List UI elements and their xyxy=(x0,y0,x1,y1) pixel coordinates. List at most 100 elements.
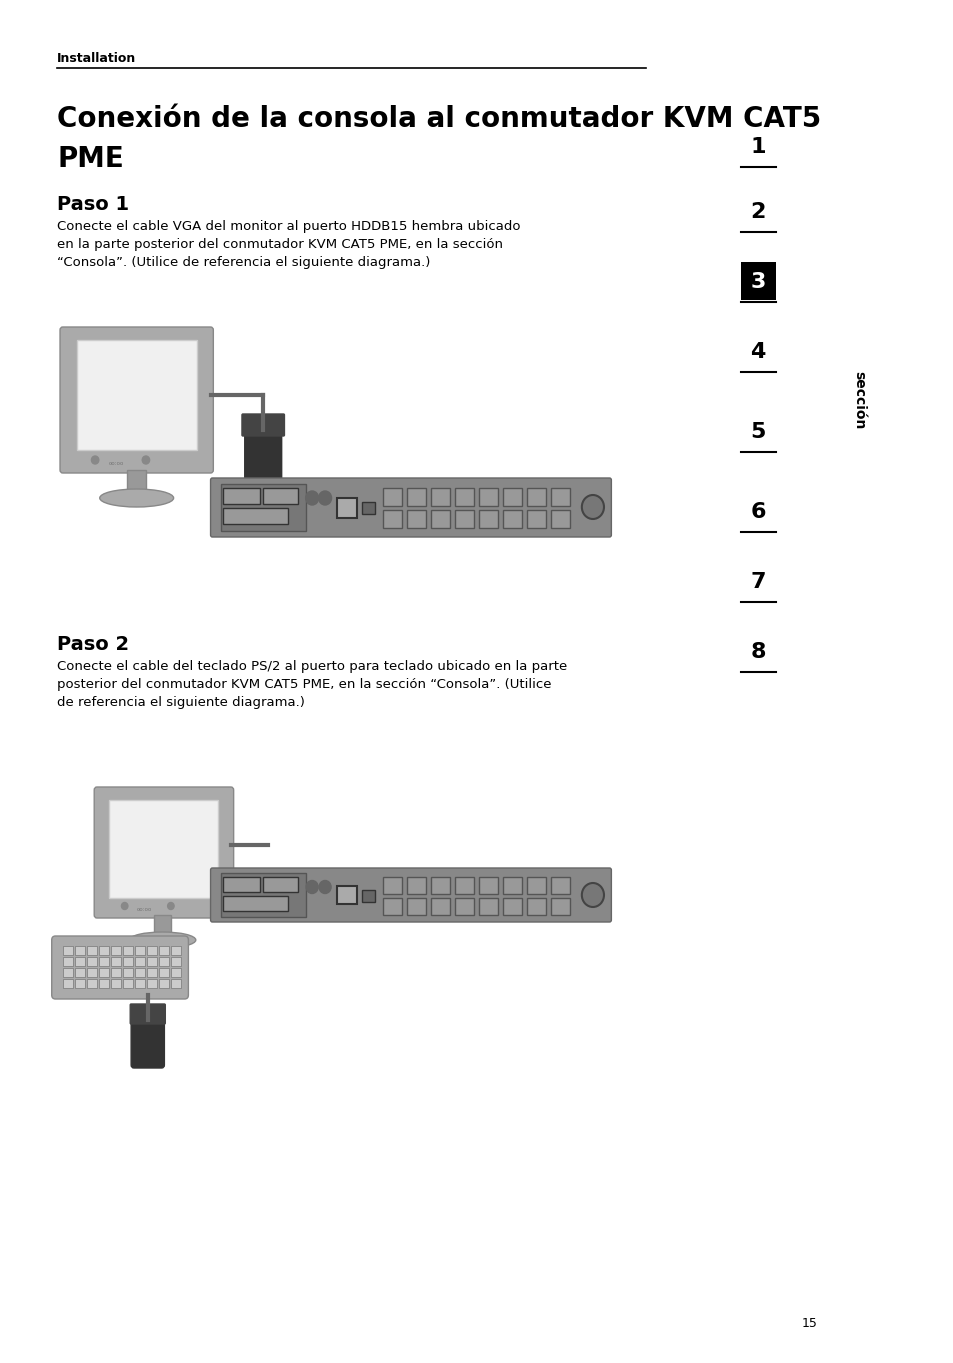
FancyBboxPatch shape xyxy=(383,510,401,527)
Ellipse shape xyxy=(130,932,195,949)
Bar xyxy=(76,339,196,450)
Bar xyxy=(171,968,181,977)
Bar xyxy=(128,470,146,491)
Text: oo:oo: oo:oo xyxy=(136,906,152,912)
Bar xyxy=(171,957,181,966)
FancyBboxPatch shape xyxy=(336,497,357,518)
FancyBboxPatch shape xyxy=(478,876,497,894)
FancyBboxPatch shape xyxy=(455,876,474,894)
FancyBboxPatch shape xyxy=(503,898,521,915)
Text: Conecte el cable del teclado PS/2 al puerto para teclado ubicado en la parte
pos: Conecte el cable del teclado PS/2 al pue… xyxy=(57,660,567,709)
FancyBboxPatch shape xyxy=(407,898,425,915)
FancyBboxPatch shape xyxy=(263,488,298,504)
Bar xyxy=(171,946,181,955)
Text: Conecte el cable VGA del monitor al puerto HDDB15 hembra ubicado
en la parte pos: Conecte el cable VGA del monitor al puer… xyxy=(57,219,520,269)
Bar xyxy=(111,979,121,988)
Bar xyxy=(159,968,169,977)
FancyBboxPatch shape xyxy=(220,872,305,917)
FancyBboxPatch shape xyxy=(336,886,357,904)
FancyBboxPatch shape xyxy=(551,510,569,527)
FancyBboxPatch shape xyxy=(478,510,497,527)
Text: Paso 1: Paso 1 xyxy=(57,195,130,214)
FancyBboxPatch shape xyxy=(455,488,474,506)
Bar xyxy=(99,968,109,977)
FancyBboxPatch shape xyxy=(263,876,298,891)
Text: 4: 4 xyxy=(750,342,765,363)
FancyBboxPatch shape xyxy=(407,876,425,894)
Text: 3: 3 xyxy=(750,273,765,292)
FancyBboxPatch shape xyxy=(220,484,305,532)
FancyBboxPatch shape xyxy=(503,488,521,506)
FancyBboxPatch shape xyxy=(478,898,497,915)
Bar xyxy=(171,979,181,988)
Bar xyxy=(109,800,217,898)
FancyBboxPatch shape xyxy=(527,876,545,894)
Bar xyxy=(74,957,85,966)
FancyBboxPatch shape xyxy=(503,510,521,527)
Text: sección: sección xyxy=(851,371,865,429)
FancyBboxPatch shape xyxy=(431,510,449,527)
FancyBboxPatch shape xyxy=(361,502,375,514)
FancyBboxPatch shape xyxy=(431,876,449,894)
Text: PME: PME xyxy=(57,144,124,173)
Bar xyxy=(74,979,85,988)
Bar xyxy=(87,957,97,966)
FancyBboxPatch shape xyxy=(551,488,569,506)
Ellipse shape xyxy=(100,489,173,507)
Bar xyxy=(134,957,145,966)
Circle shape xyxy=(581,495,603,519)
FancyBboxPatch shape xyxy=(242,414,284,436)
Bar xyxy=(111,968,121,977)
Text: 7: 7 xyxy=(750,572,765,592)
FancyBboxPatch shape xyxy=(527,898,545,915)
FancyBboxPatch shape xyxy=(211,478,611,537)
Bar xyxy=(87,979,97,988)
Bar xyxy=(159,957,169,966)
Bar xyxy=(123,968,132,977)
FancyBboxPatch shape xyxy=(211,868,611,921)
FancyBboxPatch shape xyxy=(551,898,569,915)
Bar xyxy=(74,968,85,977)
Bar xyxy=(147,957,157,966)
FancyBboxPatch shape xyxy=(245,428,281,483)
Text: Paso 2: Paso 2 xyxy=(57,635,130,654)
Bar xyxy=(159,979,169,988)
Bar xyxy=(87,946,97,955)
Bar xyxy=(159,946,169,955)
Circle shape xyxy=(318,491,332,506)
Bar xyxy=(134,968,145,977)
FancyBboxPatch shape xyxy=(455,510,474,527)
Text: 8: 8 xyxy=(750,642,765,662)
Bar xyxy=(123,946,132,955)
FancyBboxPatch shape xyxy=(223,876,260,891)
FancyBboxPatch shape xyxy=(527,488,545,506)
FancyBboxPatch shape xyxy=(478,488,497,506)
FancyBboxPatch shape xyxy=(223,895,288,910)
Bar xyxy=(123,957,132,966)
FancyBboxPatch shape xyxy=(361,890,375,902)
Text: Installation: Installation xyxy=(57,52,136,65)
FancyBboxPatch shape xyxy=(431,488,449,506)
Bar xyxy=(63,968,72,977)
Circle shape xyxy=(318,880,331,894)
Bar xyxy=(154,915,171,934)
FancyBboxPatch shape xyxy=(455,898,474,915)
Circle shape xyxy=(121,902,128,909)
Bar xyxy=(134,946,145,955)
Bar xyxy=(99,957,109,966)
Circle shape xyxy=(581,883,603,906)
Bar xyxy=(87,968,97,977)
Bar xyxy=(111,957,121,966)
Text: Conexión de la consola al conmutador KVM CAT5: Conexión de la consola al conmutador KVM… xyxy=(57,105,821,134)
Bar xyxy=(99,946,109,955)
Circle shape xyxy=(305,491,318,506)
Bar xyxy=(147,946,157,955)
Bar xyxy=(147,968,157,977)
FancyBboxPatch shape xyxy=(51,936,188,999)
FancyBboxPatch shape xyxy=(407,488,425,506)
FancyBboxPatch shape xyxy=(431,898,449,915)
Bar xyxy=(74,946,85,955)
Bar xyxy=(63,979,72,988)
FancyBboxPatch shape xyxy=(551,876,569,894)
Text: 5: 5 xyxy=(750,423,765,442)
